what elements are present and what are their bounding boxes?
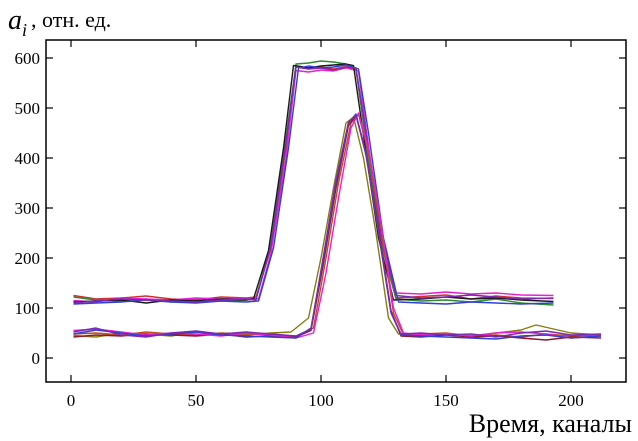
- series-line-1: [73, 64, 554, 301]
- y-tick-label: 200: [15, 249, 41, 268]
- series-line-11: [73, 113, 602, 340]
- y-axis-ticks: 0 100 200 300 400 500 600: [15, 49, 626, 368]
- series-line-4: [73, 63, 554, 304]
- y-tick-label: 600: [15, 49, 41, 68]
- plot-frame: [45, 39, 627, 383]
- x-axis-label: Время, каналы: [469, 409, 632, 438]
- series-line-5: [73, 64, 554, 305]
- x-tick-label: 150: [433, 391, 459, 410]
- x-tick-label: 100: [308, 391, 334, 410]
- series-line-3: [73, 67, 554, 303]
- x-tick-label: 200: [558, 391, 584, 410]
- y-tick-label: 400: [15, 149, 41, 168]
- series-line-6: [73, 66, 554, 304]
- y-tick-label: 100: [15, 299, 41, 318]
- x-axis-ticks: 0 50 100 150 200: [67, 40, 584, 410]
- y-tick-label: 300: [15, 199, 41, 218]
- series-line-9: [73, 114, 602, 341]
- y-tick-label: 0: [32, 349, 41, 368]
- series-layer: [73, 60, 602, 341]
- x-tick-label: 50: [188, 391, 205, 410]
- y-tick-label: 500: [15, 99, 41, 118]
- y-axis-label: ai, отн. ед.: [8, 5, 111, 40]
- y-axis-subscript: i: [22, 20, 27, 40]
- x-tick-label: 0: [67, 391, 76, 410]
- y-axis-unit: , отн. ед.: [31, 7, 111, 32]
- y-axis-variable: a: [8, 5, 22, 36]
- series-line-2: [73, 60, 554, 306]
- series-line-12: [73, 114, 602, 338]
